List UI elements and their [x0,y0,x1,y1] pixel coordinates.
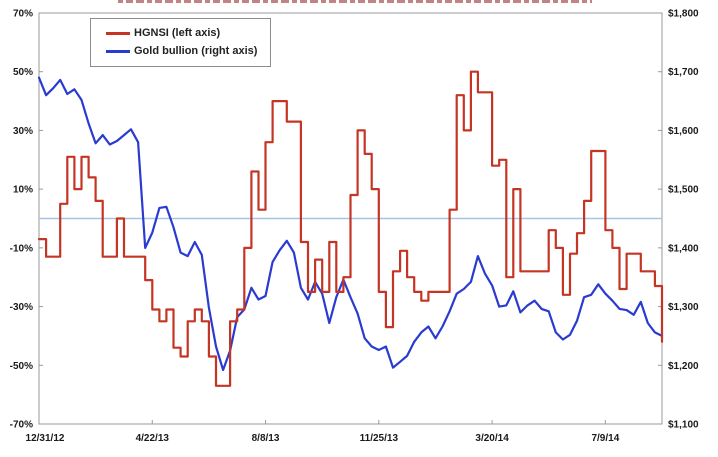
legend-item-gold: Gold bullion (right axis) [91,46,270,57]
left-axis-label: -10% [10,243,33,254]
gold-series-line [37,76,664,372]
gold-line-swatch [106,50,130,53]
x-axis-label: 8/8/13 [252,433,280,444]
right-axis-label: $1,500 [668,185,699,196]
hgnsi-line-swatch [106,32,130,35]
left-axis-label: -70% [10,420,33,431]
left-axis-label: 50% [13,67,33,78]
right-axis-label: $1,300 [668,302,699,313]
x-axis-label: 12/31/12 [26,433,65,444]
hgnsi-legend-label: HGNSI (left axis) [134,27,221,39]
clipped-title-text [118,0,592,3]
left-axis-label: 10% [13,185,33,196]
x-axis-label: 4/22/13 [136,433,170,444]
left-axis-label: -30% [10,302,33,313]
legend-box: HGNSI (left axis) Gold bullion (right ax… [90,18,271,67]
hgnsi-series-line [37,70,664,387]
left-axis-label: 70% [13,9,33,20]
right-axis-label: $1,600 [668,126,699,137]
right-axis-label: $1,700 [668,67,699,78]
right-axis-label: $1,400 [668,243,699,254]
x-axis-label: 3/20/14 [475,433,509,444]
right-axis-label: $1,800 [668,9,699,20]
x-axis-label: 7/9/14 [591,433,619,444]
left-axis-label: -50% [10,361,33,372]
right-axis-label: $1,200 [668,361,699,372]
gold-legend-label: Gold bullion (right axis) [134,45,258,57]
x-axis-label: 11/25/13 [360,433,399,444]
legend-item-hgnsi: HGNSI (left axis) [91,28,270,39]
left-axis-label: 30% [13,126,33,137]
right-axis-label: $1,100 [668,420,699,431]
